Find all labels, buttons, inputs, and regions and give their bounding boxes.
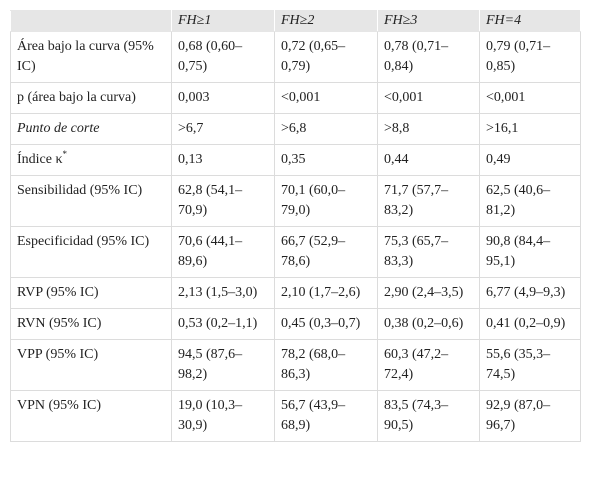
row-label: RVN (95% IC) [10, 308, 172, 340]
table-row: Área bajo la curva (95% IC) 0,68 (0,60–0,… [10, 31, 581, 83]
column-header: FH≥2 [274, 10, 378, 32]
row-label: p (área bajo la curva) [10, 82, 172, 114]
row-label-text: VPN (95% IC) [17, 398, 101, 413]
table-body: Área bajo la curva (95% IC) 0,68 (0,60–0,… [10, 31, 581, 442]
table-cell: 0,72 (0,65–0,79) [274, 31, 378, 83]
table-cell: 0,38 (0,2–0,6) [377, 308, 480, 340]
table-cell: 2,10 (1,7–2,6) [274, 277, 378, 309]
table-cell: 90,8 (84,4–95,1) [479, 226, 581, 278]
table-cell: 0,53 (0,2–1,1) [171, 308, 275, 340]
table-cell: 75,3 (65,7–83,3) [377, 226, 480, 278]
table-cell: 55,6 (35,3–74,5) [479, 339, 581, 391]
table-cell: >6,7 [171, 113, 275, 145]
table-cell: 92,9 (87,0–96,7) [479, 390, 581, 442]
table-cell: 0,49 [479, 144, 581, 176]
row-label-text: VPP (95% IC) [17, 347, 99, 362]
row-label: VPP (95% IC) [10, 339, 172, 391]
row-label-text: Especificidad (95% IC) [17, 234, 150, 249]
row-label-text: RVN (95% IC) [17, 316, 102, 331]
row-label: Sensibilidad (95% IC) [10, 175, 172, 227]
row-label-text: Sensibilidad (95% IC) [17, 183, 143, 198]
row-label: RVP (95% IC) [10, 277, 172, 309]
table-cell: 78,2 (68,0–86,3) [274, 339, 378, 391]
table-cell: 60,3 (47,2–72,4) [377, 339, 480, 391]
table-cell: 6,77 (4,9–9,3) [479, 277, 581, 309]
table-cell: 94,5 (87,6–98,2) [171, 339, 275, 391]
table-row: p (área bajo la curva) 0,003 <0,001 <0,001 <… [10, 82, 581, 114]
table-cell: 2,90 (2,4–3,5) [377, 277, 480, 309]
row-label-text: p (área bajo la curva) [17, 90, 136, 105]
table-cell: >16,1 [479, 113, 581, 145]
table-cell: 83,5 (74,3–90,5) [377, 390, 480, 442]
table-cell: 71,7 (57,7–83,2) [377, 175, 480, 227]
table-row: VPP (95% IC) 94,5 (87,6–98,2) 78,2 (68,0–8… [10, 339, 581, 391]
table-cell: 62,5 (40,6–81,2) [479, 175, 581, 227]
table-cell: 0,79 (0,71–0,85) [479, 31, 581, 83]
table-cell: 0,41 (0,2–0,9) [479, 308, 581, 340]
row-label-text: Índice κ [17, 152, 63, 167]
table-row: RVN (95% IC) 0,53 (0,2–1,1) 0,45 (0,3–0,7)… [10, 308, 581, 340]
table-cell: 0,003 [171, 82, 275, 114]
table-cell: 0,35 [274, 144, 378, 176]
row-label-text: Punto de corte [17, 121, 100, 136]
row-label: Índice κ* [10, 144, 172, 176]
table-row: VPN (95% IC) 19,0 (10,3–30,9) 56,7 (43,9–6… [10, 390, 581, 442]
table-cell: 0,68 (0,60–0,75) [171, 31, 275, 83]
table-cell: 2,13 (1,5–3,0) [171, 277, 275, 309]
table-cell: 70,1 (60,0–79,0) [274, 175, 378, 227]
table-cell: >6,8 [274, 113, 378, 145]
column-header: FH≥3 [377, 10, 480, 32]
table-row: Índice κ* 0,13 0,35 0,44 0,49 [10, 144, 581, 176]
table-cell: <0,001 [479, 82, 581, 114]
table-cell: >8,8 [377, 113, 480, 145]
row-label: Punto de corte [10, 113, 172, 145]
table-row: Punto de corte >6,7 >6,8 >8,8 >16,1 [10, 113, 581, 145]
row-label: Área bajo la curva (95% IC) [10, 31, 172, 83]
table-cell: 19,0 (10,3–30,9) [171, 390, 275, 442]
footnote-mark: * [62, 149, 68, 159]
table-cell: 70,6 (44,1–89,6) [171, 226, 275, 278]
table-cell: 62,8 (54,1–70,9) [171, 175, 275, 227]
row-label-text: Área bajo la curva (95% IC) [17, 39, 154, 74]
results-table: FH≥1 FH≥2 FH≥3 FH=4 Área bajo la curva (95%… [10, 10, 581, 442]
table-cell: <0,001 [274, 82, 378, 114]
table-cell: 0,78 (0,71–0,84) [377, 31, 480, 83]
column-header: FH≥1 [171, 10, 275, 32]
header-corner [10, 10, 172, 32]
table-cell: 66,7 (52,9–78,6) [274, 226, 378, 278]
table-cell: <0,001 [377, 82, 480, 114]
table-row: Sensibilidad (95% IC) 62,8 (54,1–70,9) 70,… [10, 175, 581, 227]
column-header: FH=4 [479, 10, 581, 32]
table-cell: 0,44 [377, 144, 480, 176]
row-label-text: RVP (95% IC) [17, 285, 99, 300]
table-cell: 0,45 (0,3–0,7) [274, 308, 378, 340]
row-label: VPN (95% IC) [10, 390, 172, 442]
header-row: FH≥1 FH≥2 FH≥3 FH=4 [10, 10, 581, 32]
table-cell: 0,13 [171, 144, 275, 176]
table-row: Especificidad (95% IC) 70,6 (44,1–89,6) 66… [10, 226, 581, 278]
row-label: Especificidad (95% IC) [10, 226, 172, 278]
table-cell: 56,7 (43,9–68,9) [274, 390, 378, 442]
table-row: RVP (95% IC) 2,13 (1,5–3,0) 2,10 (1,7–2,6)… [10, 277, 581, 309]
